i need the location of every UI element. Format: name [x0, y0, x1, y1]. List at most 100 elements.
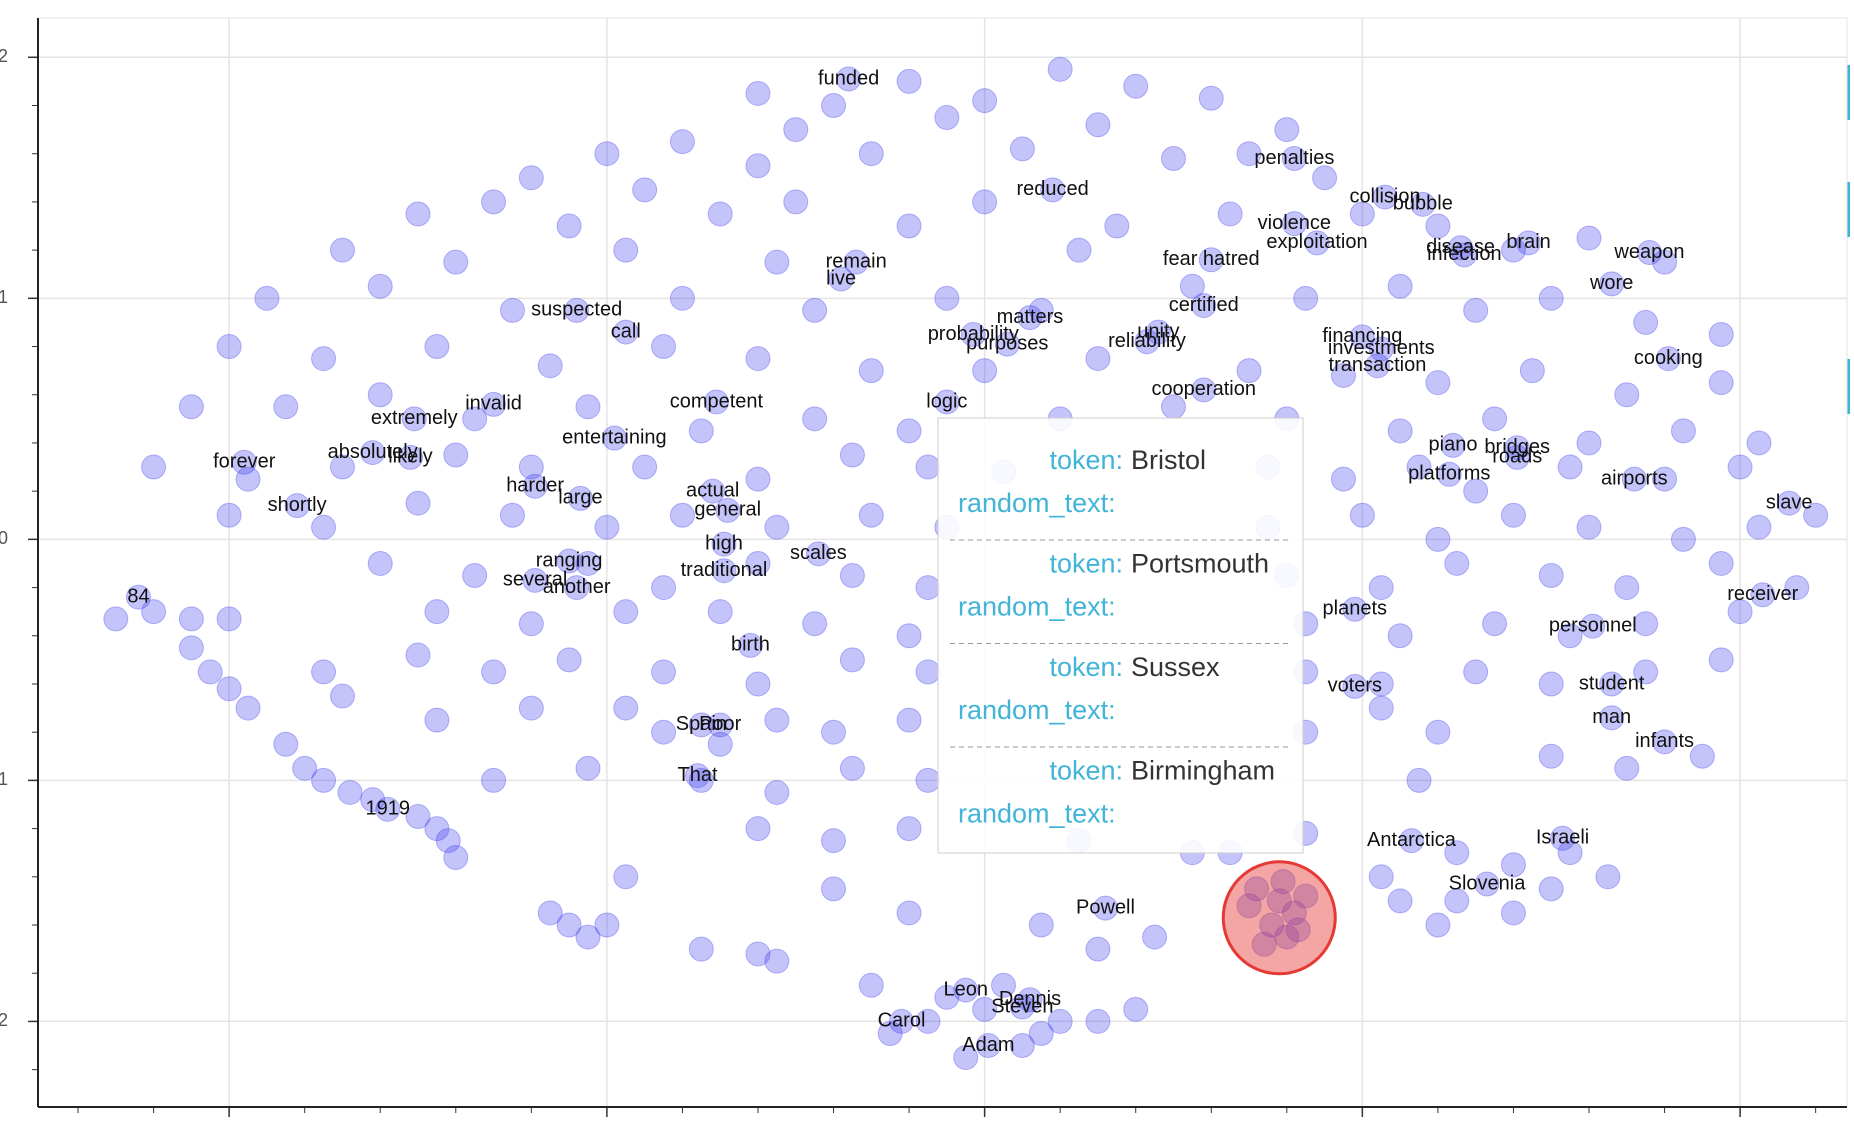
point: [745, 80, 771, 106]
point: [821, 719, 847, 745]
point: [1244, 876, 1270, 902]
tooltip-value: Sussex: [1131, 652, 1220, 682]
point: [443, 442, 469, 468]
point-label: remain: [826, 250, 887, 272]
point: [737, 632, 763, 658]
point: [858, 972, 884, 998]
point: [1281, 211, 1307, 237]
point: [1633, 659, 1659, 685]
point: [1708, 370, 1734, 396]
point: [1160, 146, 1186, 172]
point: [594, 514, 620, 540]
point: [764, 249, 790, 275]
point: [1727, 454, 1753, 480]
point: [994, 331, 1020, 357]
point: [858, 141, 884, 167]
point: [613, 599, 639, 625]
point: [802, 297, 828, 323]
point-label: large: [558, 487, 602, 509]
point-label: matters: [997, 306, 1064, 328]
point-label: platforms: [1408, 463, 1490, 485]
point: [443, 845, 469, 871]
point: [877, 1020, 903, 1046]
point: [1444, 550, 1470, 576]
y-tick-label: 0: [0, 528, 8, 548]
point: [1557, 454, 1583, 480]
point: [518, 695, 544, 721]
point: [764, 779, 790, 805]
point: [1750, 582, 1776, 608]
point: [1463, 478, 1489, 504]
point: [764, 948, 790, 974]
point: [518, 165, 544, 191]
point: [934, 389, 960, 415]
point: [802, 611, 828, 637]
point: [960, 321, 986, 347]
point: [1312, 165, 1338, 191]
point: [216, 606, 242, 632]
point: [745, 550, 771, 576]
point-label: transaction: [1329, 354, 1427, 376]
point: [972, 88, 998, 114]
point: [575, 924, 601, 950]
point: [972, 996, 998, 1022]
point: [711, 558, 737, 584]
point: [1330, 362, 1356, 388]
point-label: invalid: [465, 393, 522, 415]
point: [802, 406, 828, 432]
point-label: Israeli: [1536, 827, 1589, 849]
point: [329, 237, 355, 263]
point: [537, 353, 563, 379]
point: [889, 1008, 915, 1034]
point: [1134, 329, 1160, 355]
point: [405, 201, 431, 227]
point: [1398, 828, 1424, 854]
point: [273, 394, 299, 420]
point: [1179, 273, 1205, 299]
point-label: traditional: [681, 559, 768, 581]
point: [556, 912, 582, 938]
point: [703, 389, 729, 415]
point: [1689, 743, 1715, 769]
point: [1550, 825, 1576, 851]
point: [311, 767, 337, 793]
point: [934, 285, 960, 311]
point: [1776, 490, 1802, 516]
point: [707, 712, 733, 738]
point: [1599, 705, 1625, 731]
point: [1803, 502, 1829, 528]
point: [1500, 852, 1526, 878]
point: [1368, 575, 1394, 601]
point-label: financing: [1322, 325, 1402, 347]
point: [1387, 273, 1413, 299]
point-label: competent: [670, 390, 764, 412]
point: [764, 514, 790, 540]
point: [141, 599, 167, 625]
point: [651, 575, 677, 601]
point: [1281, 900, 1307, 926]
point: [1576, 430, 1602, 456]
point: [1557, 840, 1583, 866]
point: [564, 575, 590, 601]
point: [564, 297, 590, 323]
point-label: scales: [790, 542, 847, 564]
point-label: shortly: [268, 494, 327, 516]
point: [556, 213, 582, 239]
point: [1746, 514, 1772, 540]
point: [632, 177, 658, 203]
y-tick-label: 2: [0, 46, 8, 66]
point: [1580, 613, 1606, 639]
point: [1198, 247, 1224, 273]
point: [651, 334, 677, 360]
point: [481, 659, 507, 685]
point-label: Adam: [962, 1034, 1014, 1056]
point: [1281, 146, 1307, 172]
point: [1191, 293, 1217, 319]
point-label: investments: [1328, 337, 1435, 359]
point: [1085, 1008, 1111, 1034]
point: [1066, 237, 1092, 263]
point: [1085, 936, 1111, 962]
point: [651, 659, 677, 685]
point: [858, 502, 884, 528]
point: [745, 346, 771, 372]
